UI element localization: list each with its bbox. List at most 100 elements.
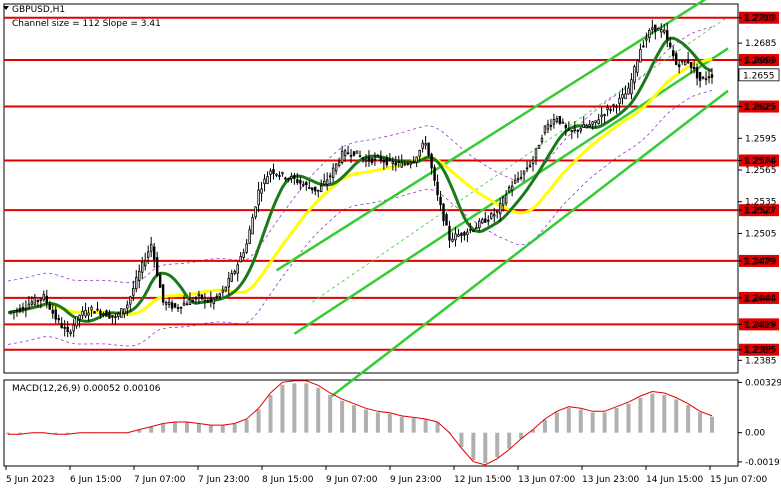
price-tick-label: 1.2709 [745,14,777,24]
candle-body [579,128,582,132]
candle-body [433,167,436,181]
macd-bar [507,432,512,449]
collapse-arrow-icon[interactable] [3,6,9,10]
candle-body [126,304,129,309]
candle-body [320,185,323,192]
candle-body [167,301,171,306]
candle-body [689,61,693,69]
candle-body [281,172,284,175]
candle-body [591,121,594,125]
time-label: 8 Jun 15:00 [262,475,314,485]
candle-body [654,24,657,32]
candle-body [161,284,165,303]
candle-body [90,306,93,311]
candle-body [385,157,389,166]
candle-body [674,53,678,65]
time-label: 7 Jun 23:00 [198,475,250,485]
macd-bar [686,405,691,433]
candle-body [367,157,371,162]
candle-body [218,293,222,297]
price-tick-label: 1.2419 [745,320,777,330]
candle-body [144,260,147,267]
price-tick-label: 1.2574 [745,156,777,166]
candle-body [663,29,666,33]
candle-body [651,27,654,30]
candle-body [355,150,359,154]
price-tick-label: 1.2595 [745,134,777,144]
candle-body [293,175,296,179]
candle-body [305,182,308,186]
level-tag [739,291,779,304]
price-tick-label: 1.2444 [745,294,777,304]
candle-body [251,217,254,235]
candle-body [436,181,439,196]
candle-body [424,143,427,146]
channel-line [275,0,707,272]
candle-body [334,163,338,172]
candle-body [698,71,702,81]
candle-body [272,168,275,174]
candle-body [185,303,189,306]
candle-body [361,157,365,160]
candle-body [254,206,257,218]
candle-body [516,178,520,180]
candle-body [555,118,559,122]
candle-body [403,163,406,166]
candle-body [257,189,260,206]
price-panel-frame [3,3,739,374]
candle-body [269,170,272,175]
candle-body [239,256,242,263]
macd-bar [149,426,154,433]
candle-body [123,308,126,314]
candle-body [672,50,675,57]
macd-bar [196,423,201,433]
candle-body [537,145,541,149]
candle-body [415,156,418,163]
macd-bar [363,409,368,433]
candle-body [197,293,201,297]
macd-bar [17,432,22,435]
price-tick-label: 1.2685 [745,39,777,49]
candle-body [129,296,132,305]
candle-body [245,243,248,253]
candle-body [203,297,207,301]
candle-body [346,152,350,155]
candle-body [510,185,514,191]
candle-body [290,176,293,179]
symbol-label: GBPUSD,H1 [12,5,65,15]
level-tag [739,254,779,267]
time-label: 13 Jun 23:00 [582,475,639,485]
candle-body [615,106,618,108]
macd-bar [387,413,392,433]
candle-body [194,297,198,300]
macd-bar [614,408,619,433]
candle-body [358,155,362,158]
candle-body [412,161,415,164]
ma-slow-line [7,57,713,316]
candle-body [212,298,216,304]
level-tag [739,154,779,167]
candle-body [340,150,344,163]
candle-body [394,162,398,166]
level-tag-label: 1.2625 [743,103,775,113]
candle-body [314,186,317,192]
macd-bar [471,432,476,461]
candle-body [99,310,102,316]
candle-body [149,243,153,252]
candle-body [496,210,499,213]
candle-body [549,124,553,127]
candle-body [430,153,433,169]
candle-body [606,107,609,110]
candle-body [498,203,502,215]
channel-line [312,16,729,303]
candle-body [460,232,463,236]
candle-body [230,273,233,282]
time-label: 13 Jun 07:00 [518,475,575,485]
candle-body [376,155,380,158]
macd-tick-label: -0.00191 [745,458,781,468]
candle-body [349,155,353,157]
candle-body [552,119,556,125]
candle-body [117,313,120,318]
candle-body [666,30,669,40]
